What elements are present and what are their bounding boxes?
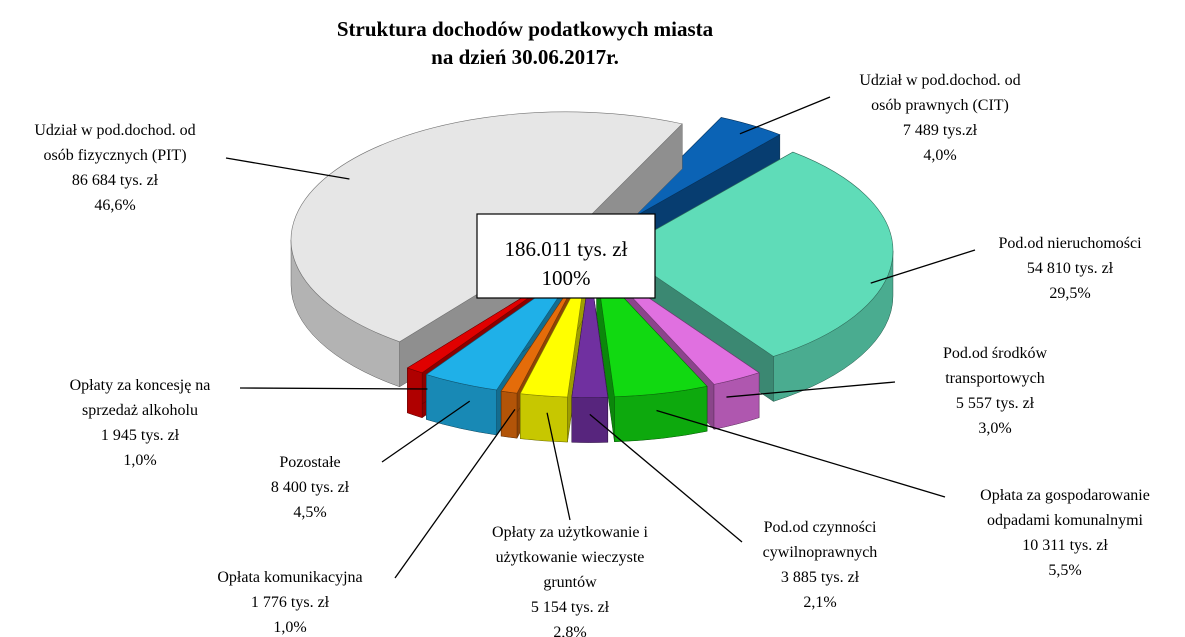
value-label: 5 154 tys. zł — [531, 599, 610, 616]
slice-edge — [571, 397, 609, 443]
slice — [519, 269, 587, 398]
value-label: 1 776 tys. zł — [251, 594, 330, 611]
leader-line — [394, 408, 516, 579]
leader-line — [870, 249, 976, 284]
slice-edge — [500, 390, 518, 439]
labels: Udział w pod.dochod. od osób prawnych (CI… — [34, 72, 1150, 637]
leader-line — [381, 400, 471, 463]
category-label: Udział w pod.dochod. od osób prawnych (CI… — [859, 72, 1020, 114]
value-label: 54 810 tys. zł — [1027, 260, 1114, 277]
share-label: 4,0% — [923, 147, 956, 164]
category-label: Opłaty za użytkowanie i użytkowanie wiecz… — [492, 524, 649, 591]
share-label: 1,0% — [123, 452, 156, 469]
pie — [290, 111, 894, 443]
value-label: 1 945 tys. zł — [101, 427, 180, 444]
category-label: Pozostałe — [279, 454, 340, 471]
category-label: Opłaty za koncesję na sprzedaż alkoholu — [70, 377, 211, 419]
value-label: 10 311 tys. zł — [1022, 537, 1108, 554]
leader-line — [726, 381, 896, 398]
category-label: Pod.od czynności cywilnoprawnych — [763, 519, 878, 561]
slice-edge — [407, 367, 423, 419]
leader-line — [656, 409, 946, 498]
slice-edge — [519, 393, 568, 443]
total-share: 100% — [542, 266, 591, 290]
category-label: Opłata komunikacyjna — [217, 569, 362, 586]
leader-line — [739, 96, 831, 135]
category-label: Pod.od środków transportowych — [943, 345, 1047, 387]
category-label: Udział w pod.dochod. od osób fizycznych (… — [34, 122, 195, 164]
category-label: Opłata za gospodarowanie odpadami komunal… — [980, 487, 1150, 529]
share-label: 2,8% — [553, 624, 586, 637]
leader-line — [546, 412, 571, 521]
share-label: 4,5% — [293, 504, 326, 521]
slice — [571, 269, 609, 398]
leader-line — [225, 157, 350, 180]
value-label: 3 885 tys. zł — [781, 569, 860, 586]
share-label: 46,6% — [94, 197, 135, 214]
value-label: 86 684 tys. zł — [72, 172, 159, 189]
share-label: 2,1% — [803, 594, 836, 611]
chart-title: Struktura dochodów podatkowych miasta na … — [337, 17, 714, 69]
slice — [596, 268, 708, 398]
slice — [500, 268, 583, 394]
share-label: 3,0% — [978, 420, 1011, 437]
leader-line — [239, 387, 428, 390]
share-label: 29,5% — [1049, 285, 1090, 302]
value-label: 7 489 tys.zł — [903, 122, 978, 139]
value-label: 8 400 tys. zł — [271, 479, 350, 496]
value-label: 5 557 tys. zł — [956, 395, 1035, 412]
leader-line — [589, 413, 743, 543]
share-label: 1,0% — [273, 619, 306, 636]
category-label: Pod.od nieruchomości — [998, 235, 1142, 252]
share-label: 5,5% — [1048, 562, 1081, 579]
slice — [617, 151, 894, 357]
total-label: 186.011 tys. zł — [505, 237, 628, 261]
slice — [604, 117, 781, 234]
total-box — [476, 213, 656, 299]
